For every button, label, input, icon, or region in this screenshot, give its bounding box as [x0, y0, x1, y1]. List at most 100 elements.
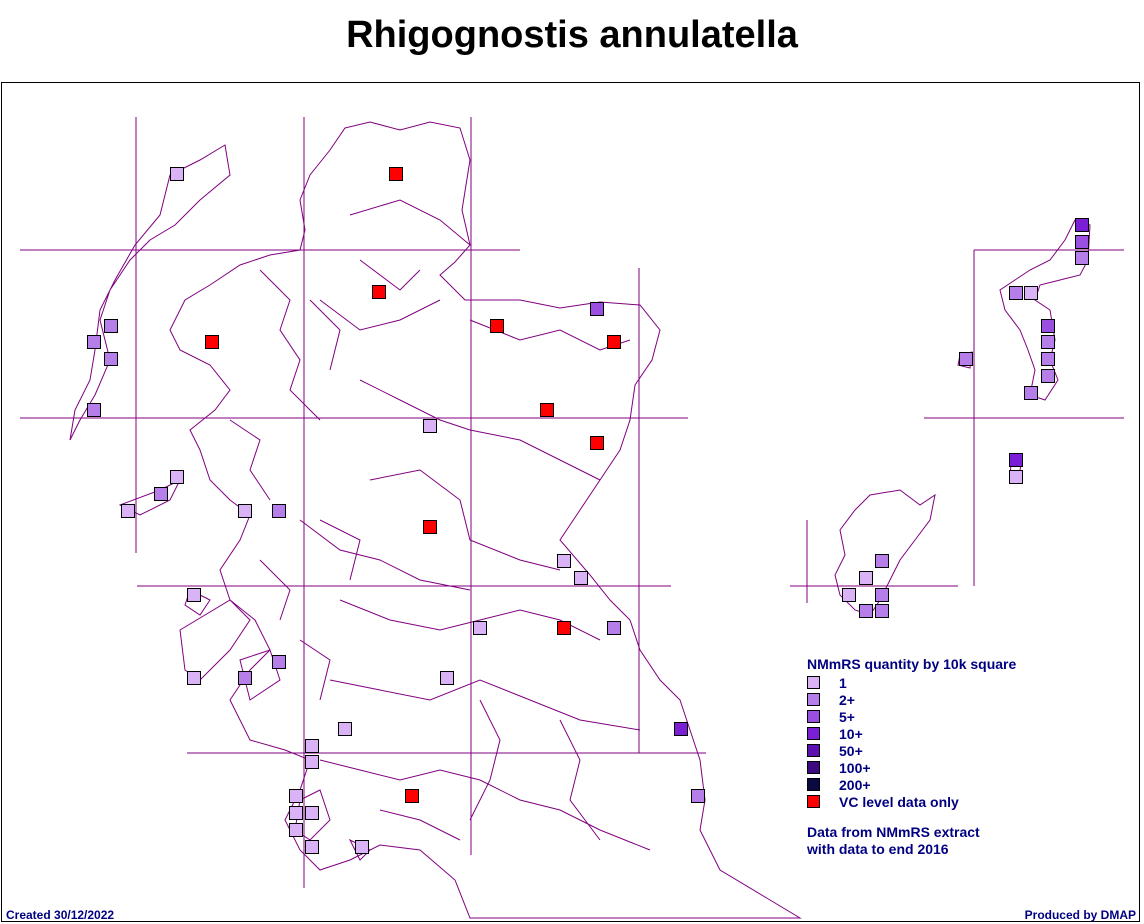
record-square-5 [590, 302, 604, 316]
legend-label-10plus: 10+ [839, 725, 863, 742]
record-square-1 [289, 806, 303, 820]
legend-swatch-200plus [807, 778, 820, 791]
data-source-line-1: Data from NMmRS extract [807, 824, 980, 840]
record-square-10 [1009, 453, 1023, 467]
record-square-1 [121, 504, 135, 518]
record-square-5 [1075, 235, 1089, 249]
map-title: Rhigognostis annulatella [346, 14, 798, 56]
record-square-5 [1041, 319, 1055, 333]
record-square-1 [574, 571, 588, 585]
legend: NMmRS quantity by 10k square 1 2+ 5+ 10+… [807, 656, 1016, 810]
record-square-1 [859, 571, 873, 585]
record-square-10 [1075, 218, 1089, 232]
legend-item-5plus: 5+ [807, 708, 1016, 725]
record-square-2 [1009, 286, 1023, 300]
legend-swatch-1 [807, 676, 820, 689]
record-square-2 [87, 403, 101, 417]
legend-item-50plus: 50+ [807, 742, 1016, 759]
record-square-1 [289, 823, 303, 837]
record-square-2 [1075, 251, 1089, 265]
grid-lines [20, 117, 1124, 888]
legend-title: NMmRS quantity by 10k square [807, 656, 1017, 672]
west-coast-lochs [229, 259, 421, 701]
legend-label-2plus: 2+ [839, 691, 855, 708]
outer-hebrides [69, 144, 231, 441]
record-square-1 [305, 755, 319, 769]
map-frame [1, 82, 1140, 922]
record-square-2 [607, 621, 621, 635]
record-square-2 [154, 487, 168, 501]
record-square-1 [305, 739, 319, 753]
record-square-1 [355, 840, 369, 854]
record-square-1 [842, 588, 856, 602]
legend-label-50plus: 50+ [839, 742, 863, 759]
record-square-2 [87, 335, 101, 349]
record-square-2 [1041, 369, 1055, 383]
record-square-vc-level-data-only [590, 436, 604, 450]
record-square-2 [272, 655, 286, 669]
legend-swatch-10plus [807, 727, 820, 740]
record-square-vc-level-data-only [389, 167, 403, 181]
record-square-1 [305, 840, 319, 854]
record-square-vc-level-data-only [423, 520, 437, 534]
record-square-1 [423, 419, 437, 433]
legend-label-vc-level: VC level data only [839, 793, 959, 810]
vc-boundary-2 [299, 469, 641, 731]
record-square-1 [473, 621, 487, 635]
data-source-line-2: with data to end 2016 [807, 841, 949, 857]
record-square-2 [875, 604, 889, 618]
created-date: Created 30/12/2022 [6, 908, 115, 922]
record-square-vc-level-data-only [405, 789, 419, 803]
record-square-1 [170, 167, 184, 181]
record-square-vc-level-data-only [372, 285, 386, 299]
record-square-1 [338, 722, 352, 736]
record-square-10 [674, 722, 688, 736]
record-square-1 [170, 470, 184, 484]
produced-by: Produced by DMAP [1024, 908, 1136, 922]
legend-item-1: 1 [807, 674, 1016, 691]
record-square-vc-level-data-only [607, 335, 621, 349]
legend-label-100plus: 100+ [839, 759, 871, 776]
scotland-mainland-outline [169, 121, 802, 919]
record-square-2 [238, 671, 252, 685]
legend-label-200plus: 200+ [839, 776, 871, 793]
record-square-2 [691, 789, 705, 803]
shetland-islands [957, 219, 1091, 481]
record-square-1 [305, 806, 319, 820]
legend-item-vc-level: VC level data only [807, 793, 1016, 810]
record-square-1 [440, 671, 454, 685]
legend-item-2plus: 2+ [807, 691, 1016, 708]
legend-swatch-5plus [807, 710, 820, 723]
inner-hebrides [118, 478, 371, 861]
data-source-note: Data from NMmRS extract with data to end… [807, 824, 980, 858]
record-square-vc-level-data-only [540, 403, 554, 417]
vc-boundary-1 [319, 199, 631, 481]
legend-item-100plus: 100+ [807, 759, 1016, 776]
record-square-1 [289, 789, 303, 803]
legend-swatch-50plus [807, 744, 820, 757]
record-square-2 [104, 352, 118, 366]
record-square-vc-level-data-only [557, 621, 571, 635]
record-square-vc-level-data-only [205, 335, 219, 349]
record-square-2 [959, 352, 973, 366]
records-layer [87, 167, 1089, 854]
record-square-vc-level-data-only [490, 319, 504, 333]
record-square-2 [272, 504, 286, 518]
legend-label-5plus: 5+ [839, 708, 855, 725]
legend-label-1: 1 [839, 674, 847, 691]
record-square-1 [1024, 286, 1038, 300]
record-square-1 [238, 504, 252, 518]
record-square-2 [104, 319, 118, 333]
legend-item-10plus: 10+ [807, 725, 1016, 742]
record-square-1 [187, 671, 201, 685]
vc-boundary-3 [319, 699, 651, 851]
legend-swatch-vc-level [807, 795, 820, 808]
legend-swatch-100plus [807, 761, 820, 774]
record-square-2 [875, 588, 889, 602]
legend-swatch-2plus [807, 693, 820, 706]
record-square-1 [1009, 470, 1023, 484]
record-square-2 [1024, 386, 1038, 400]
record-square-2 [875, 554, 889, 568]
record-square-2 [1041, 352, 1055, 366]
